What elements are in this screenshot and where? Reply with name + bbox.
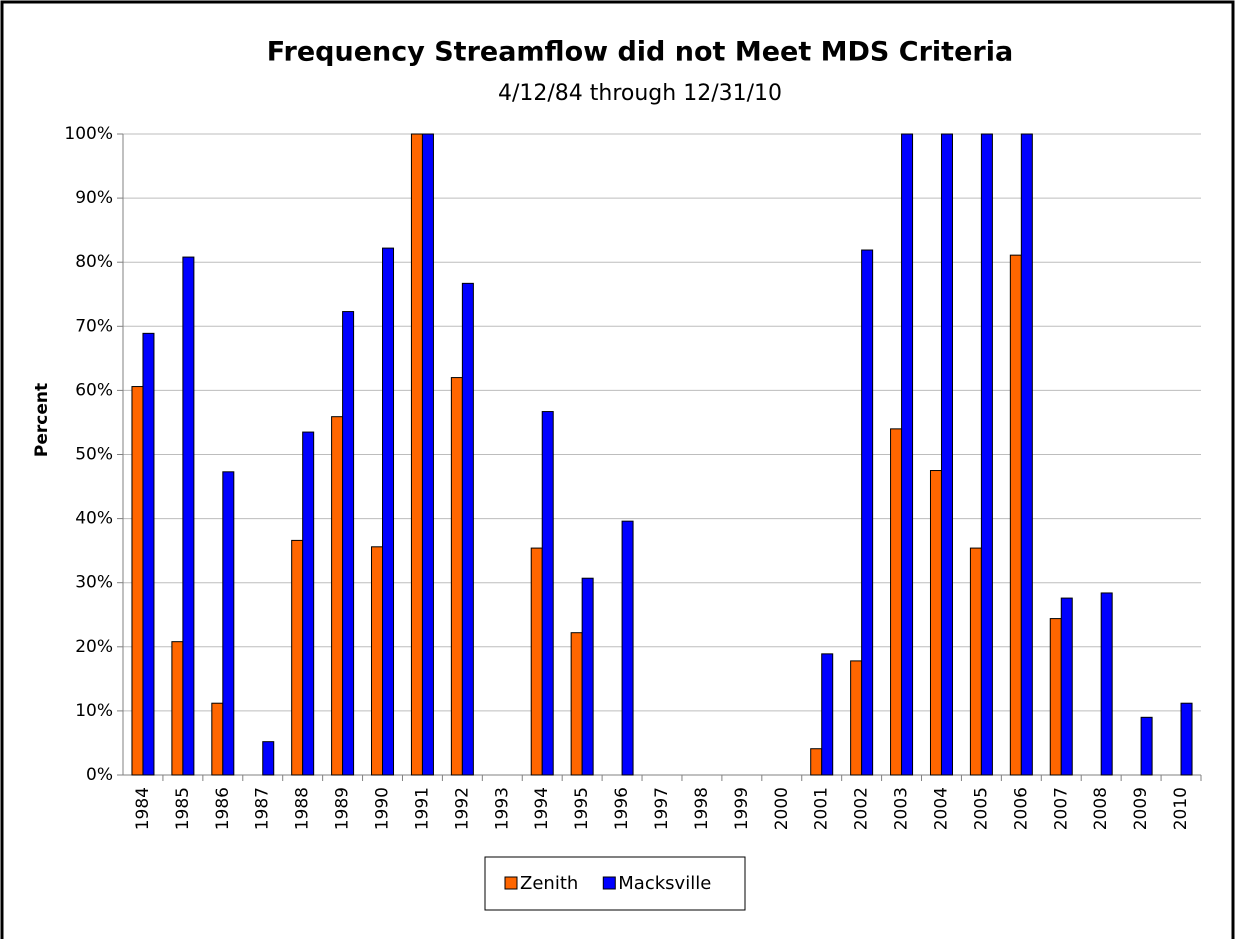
bar: [262, 741, 275, 776]
legend-swatch: [504, 876, 518, 890]
x-tick-label: 1997: [652, 787, 672, 830]
bar: [621, 520, 634, 776]
y-tick-label: 60%: [75, 380, 113, 400]
x-tick-label: 1986: [213, 787, 233, 830]
bar: [541, 411, 554, 776]
bar: [1020, 133, 1033, 776]
bar: [171, 641, 184, 776]
x-tick-label: 1995: [572, 787, 592, 830]
legend-label: Zenith: [520, 873, 578, 894]
x-tick-label: 2006: [1011, 787, 1031, 830]
bar: [211, 702, 224, 776]
bar: [929, 470, 942, 776]
bar: [821, 653, 834, 776]
x-tick-label: 2001: [812, 787, 832, 830]
x-tick-label: 2009: [1131, 787, 1151, 830]
x-tick-label: 1987: [253, 787, 273, 830]
y-tick-label: 70%: [75, 316, 113, 336]
bar: [861, 249, 874, 776]
bar: [331, 416, 344, 776]
bar: [410, 133, 423, 776]
y-tick-label: 0%: [86, 765, 113, 785]
y-tick-label: 90%: [75, 188, 113, 208]
bar: [131, 386, 144, 776]
y-tick-label: 40%: [75, 509, 113, 529]
bar: [969, 547, 982, 776]
chart-title: Frequency Streamflow did not Meet MDS Cr…: [267, 37, 1013, 68]
bar: [302, 431, 315, 776]
bar: [461, 282, 474, 776]
bar: [1100, 592, 1113, 776]
x-tick-label: 1988: [293, 787, 313, 830]
y-tick-label: 10%: [75, 701, 113, 721]
x-tick-label: 1990: [373, 787, 393, 830]
bar: [142, 332, 155, 776]
bar: [530, 547, 543, 776]
bar: [342, 311, 355, 776]
legend-label: Macksville: [618, 873, 711, 894]
x-tick-label: 2000: [772, 787, 792, 830]
x-tick-label: 2007: [1051, 787, 1071, 830]
x-tick-label: 1996: [612, 787, 632, 830]
y-tick-label: 50%: [75, 445, 113, 465]
x-tick-label: 1992: [452, 787, 472, 830]
bar: [382, 247, 395, 776]
bar: [570, 632, 583, 776]
x-tick-label: 2005: [971, 787, 991, 830]
bar: [371, 546, 384, 776]
bar: [810, 748, 823, 776]
bar: [581, 577, 594, 776]
bar: [1009, 254, 1022, 776]
bar: [421, 133, 434, 776]
y-tick-label: 100%: [64, 124, 113, 144]
bar: [850, 660, 863, 776]
x-tick-label: 2003: [892, 787, 912, 830]
bar: [980, 133, 993, 776]
bar: [1049, 618, 1062, 776]
x-tick-label: 2010: [1171, 787, 1191, 830]
x-tick-label: 1984: [133, 787, 153, 830]
x-tick-label: 1993: [492, 787, 512, 830]
bar: [222, 471, 235, 776]
x-tick-label: 1991: [412, 787, 432, 830]
x-tick-label: 2008: [1091, 787, 1111, 830]
bar: [1180, 702, 1193, 776]
bar: [291, 539, 304, 776]
chart-subtitle: 4/12/84 through 12/31/10: [498, 81, 782, 106]
x-tick-label: 1999: [732, 787, 752, 830]
y-tick-label: 20%: [75, 637, 113, 657]
x-tick-label: 1994: [532, 787, 552, 830]
bar: [901, 133, 914, 776]
bar: [450, 377, 463, 776]
y-axis-title: Percent: [32, 383, 52, 457]
y-tick-label: 30%: [75, 573, 113, 593]
bar: [1140, 716, 1153, 776]
legend-swatch: [602, 876, 616, 890]
bar: [182, 256, 195, 776]
bar: [1060, 597, 1073, 776]
x-tick-label: 1989: [333, 787, 353, 830]
y-tick-label: 80%: [75, 252, 113, 272]
x-tick-label: 2002: [852, 787, 872, 830]
bar: [890, 428, 903, 776]
x-tick-label: 1985: [173, 787, 193, 830]
x-tick-label: 1998: [692, 787, 712, 830]
x-tick-label: 2004: [931, 787, 951, 830]
bar: [940, 133, 953, 776]
